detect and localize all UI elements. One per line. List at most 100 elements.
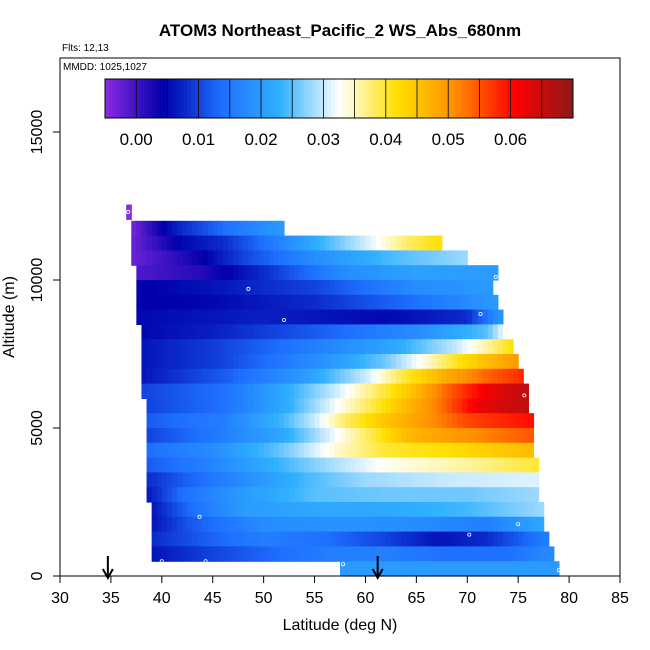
heatmap-cell: [289, 309, 295, 325]
heatmap-cell: [161, 502, 168, 518]
heatmap-cell: [299, 235, 305, 251]
heatmap-cell: [390, 265, 397, 281]
heatmap-cell: [426, 413, 433, 429]
heatmap-cell: [166, 220, 173, 237]
heatmap-cell: [294, 309, 300, 325]
heatmap-cell: [487, 413, 494, 429]
heatmap-cell: [207, 339, 214, 355]
heatmap-cell: [299, 442, 305, 459]
heatmap-cell: [365, 309, 372, 325]
heatmap-cell: [457, 398, 463, 414]
heatmap-cell: [416, 265, 423, 281]
heatmap-cell: [258, 413, 265, 429]
heatmap-cell: [411, 413, 417, 429]
heatmap-cell: [492, 413, 499, 429]
heatmap-cell: [355, 354, 361, 370]
heatmap-cell: [416, 294, 423, 311]
heatmap-cell: [248, 368, 255, 385]
heatmap-cell: [273, 531, 280, 547]
heatmap-cell: [314, 339, 321, 355]
heatmap-cell: [309, 324, 316, 340]
colorbar-swatch: [155, 79, 161, 118]
heatmap-cell: [508, 516, 514, 533]
heatmap-cell: [324, 457, 331, 473]
heatmap-cell: [299, 339, 305, 355]
heatmap-cell: [248, 280, 255, 296]
heatmap-cell: [156, 324, 163, 340]
heatmap-cell: [467, 546, 473, 562]
colorbar-swatch: [413, 79, 418, 118]
colorbar-swatch: [358, 79, 363, 118]
heatmap-cell: [243, 472, 249, 488]
colorbar-swatch: [264, 79, 270, 118]
heatmap-cell: [151, 428, 158, 444]
sample-markers: [126, 209, 561, 573]
heatmap-cell: [452, 250, 458, 266]
heatmap-cell: [340, 354, 346, 370]
heatmap-cell: [396, 561, 402, 577]
heatmap-cell: [370, 502, 377, 518]
heatmap-cell: [472, 383, 479, 399]
colorbar-swatch: [557, 79, 562, 118]
heatmap-cell: [151, 354, 158, 370]
heatmap-cell: [396, 472, 402, 488]
heatmap-cell: [192, 250, 199, 266]
heatmap-cell: [233, 309, 239, 325]
heatmap-cell: [375, 457, 382, 473]
heatmap-cell: [263, 487, 270, 503]
x-tick-label: 30: [51, 590, 69, 607]
heatmap-cell: [228, 457, 234, 473]
heatmap-cell: [304, 309, 311, 325]
heatmap-cell: [370, 235, 377, 251]
heatmap-cell: [411, 368, 417, 385]
heatmap-cell: [289, 294, 295, 311]
heatmap-cell: [253, 309, 260, 325]
heatmap-cell: [273, 472, 280, 488]
heatmap-cell: [319, 442, 326, 459]
heatmap-cell: [131, 250, 137, 266]
heatmap-cell: [431, 413, 438, 429]
heatmap-cell: [396, 457, 402, 473]
heatmap-cell: [217, 250, 224, 266]
heatmap-cell: [482, 502, 489, 518]
heatmap-cell: [426, 546, 433, 562]
heatmap-cell: [416, 442, 423, 459]
heatmap-cell: [187, 368, 193, 385]
heatmap-cell: [508, 561, 514, 577]
colorbar-swatch: [565, 79, 570, 118]
heatmap-cell: [156, 339, 163, 355]
heatmap-cell: [324, 516, 331, 533]
colorbar-swatch: [335, 79, 340, 118]
heatmap-cell: [217, 502, 224, 518]
heatmap-cell: [156, 265, 163, 281]
heatmap-cell: [273, 354, 280, 370]
heatmap-cell: [228, 339, 234, 355]
heatmap-cell: [273, 309, 280, 325]
heatmap-cell: [492, 383, 499, 399]
heatmap-cell: [416, 383, 423, 399]
heatmap-cell: [289, 250, 295, 266]
heatmap-cell: [217, 354, 224, 370]
heatmap-cell: [243, 516, 249, 533]
heatmap-cell: [416, 309, 423, 325]
heatmap-cell: [334, 516, 341, 533]
heatmap-cell: [523, 546, 529, 562]
heatmap-cell: [350, 368, 356, 385]
heatmap-cell: [421, 472, 428, 488]
heatmap-cell: [182, 368, 188, 385]
colorbar-swatch: [315, 79, 320, 118]
heatmap-cell: [243, 442, 249, 459]
heatmap-cell: [228, 546, 234, 562]
heatmap-cell: [253, 487, 260, 503]
heatmap-cell: [156, 294, 163, 311]
heatmap-cell: [299, 457, 305, 473]
heatmap-cell: [233, 546, 239, 562]
colorbar-swatch: [253, 79, 258, 118]
heatmap-cell: [319, 502, 326, 518]
heatmap-cell: [166, 502, 173, 518]
heatmap-cell: [172, 487, 178, 503]
heatmap-cell: [401, 280, 407, 296]
heatmap-cell: [284, 546, 290, 562]
heatmap-cell: [340, 339, 346, 355]
heatmap-cell: [508, 398, 514, 414]
